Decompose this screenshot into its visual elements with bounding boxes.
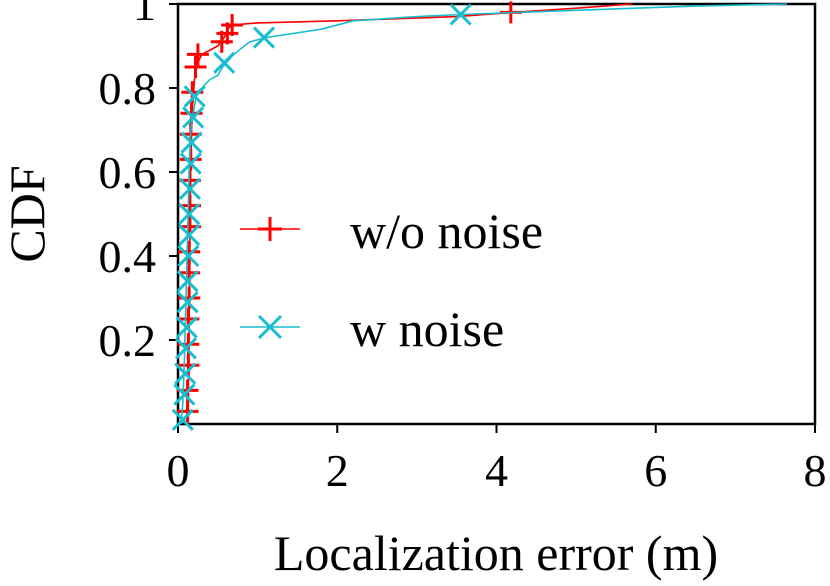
x-tick-label: 8 (804, 445, 827, 496)
data-point-w-noise (176, 270, 199, 293)
data-point-w-noise (178, 177, 202, 200)
data-point-w-o-noise (186, 43, 209, 66)
data-point-w-noise (449, 3, 472, 26)
legend: w/o noise w noise (240, 203, 543, 357)
data-point-w-o-noise (184, 56, 207, 78)
y-tick-label: 0.6 (99, 147, 157, 198)
data-point-w-noise (178, 223, 201, 247)
data-point-w-noise (178, 202, 201, 226)
data-point-w-o-noise (178, 240, 201, 263)
data-point-w-noise (183, 85, 206, 108)
data-point-w-noise (176, 291, 199, 314)
legend-marker-x-icon (257, 314, 283, 340)
y-axis-label: CDF (0, 165, 55, 262)
data-point-w-noise (177, 244, 200, 268)
legend-label-wo-noise: w/o noise (350, 203, 543, 259)
data-point-w-noise (171, 408, 194, 431)
data-point-w-o-noise (221, 14, 244, 36)
data-point-w-noise (174, 362, 197, 385)
legend-marker-plus-icon (258, 217, 282, 241)
legend-label-w-noise: w noise (350, 301, 504, 357)
data-point-w-noise (174, 337, 198, 360)
data-point-w-o-noise (176, 400, 199, 423)
x-tick-label: 6 (644, 445, 667, 496)
y-tick-label: 0.4 (99, 231, 157, 282)
series-layer (171, 1, 788, 431)
x-axis-ticks: 0 2 4 6 8 (167, 424, 827, 496)
data-point-w-noise (182, 106, 205, 129)
y-tick-label: 1 (133, 0, 156, 30)
y-tick-label: 0.8 (99, 63, 157, 114)
x-axis-label: Localization error (m) (274, 525, 718, 581)
data-point-w-o-noise (179, 148, 202, 171)
data-point-w-noise (175, 316, 198, 339)
y-tick-label: 0.2 (99, 315, 157, 366)
data-point-w-noise (213, 51, 236, 74)
data-point-w-noise (173, 383, 196, 406)
data-point-w-noise (179, 152, 202, 175)
data-point-w-noise (180, 131, 203, 154)
x-tick-label: 0 (167, 445, 190, 496)
x-tick-label: 4 (485, 445, 508, 496)
x-tick-label: 2 (326, 445, 349, 496)
y-axis-ticks: 0.2 0.4 0.6 0.8 1 (99, 0, 178, 366)
data-point-w-noise (252, 26, 276, 49)
